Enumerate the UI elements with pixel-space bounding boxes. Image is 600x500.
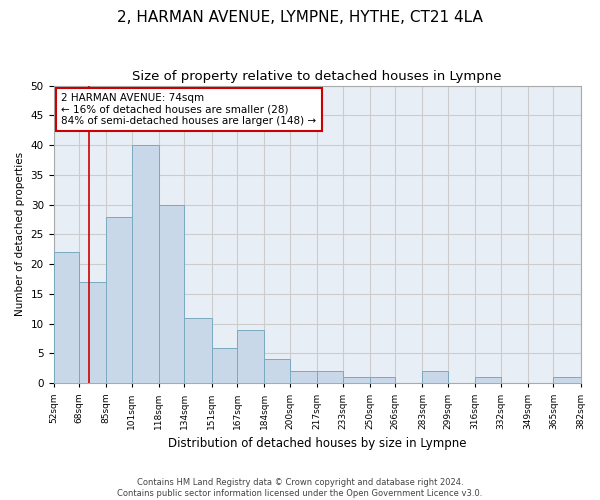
Bar: [343, 378, 370, 384]
Bar: [159, 204, 184, 384]
Bar: [212, 348, 237, 384]
Bar: [184, 318, 212, 384]
Bar: [53, 252, 79, 384]
Bar: [475, 378, 500, 384]
Bar: [553, 378, 581, 384]
Bar: [317, 372, 343, 384]
Text: 2 HARMAN AVENUE: 74sqm
← 16% of detached houses are smaller (28)
84% of semi-det: 2 HARMAN AVENUE: 74sqm ← 16% of detached…: [61, 93, 317, 126]
Title: Size of property relative to detached houses in Lympne: Size of property relative to detached ho…: [132, 70, 502, 83]
Bar: [422, 372, 448, 384]
Y-axis label: Number of detached properties: Number of detached properties: [15, 152, 25, 316]
Bar: [265, 360, 290, 384]
Bar: [237, 330, 265, 384]
X-axis label: Distribution of detached houses by size in Lympne: Distribution of detached houses by size …: [168, 437, 466, 450]
Bar: [79, 282, 106, 384]
Bar: [290, 372, 317, 384]
Bar: [370, 378, 395, 384]
Text: Contains HM Land Registry data © Crown copyright and database right 2024.
Contai: Contains HM Land Registry data © Crown c…: [118, 478, 482, 498]
Bar: [132, 145, 159, 384]
Text: 2, HARMAN AVENUE, LYMPNE, HYTHE, CT21 4LA: 2, HARMAN AVENUE, LYMPNE, HYTHE, CT21 4L…: [117, 10, 483, 25]
Bar: [106, 216, 132, 384]
